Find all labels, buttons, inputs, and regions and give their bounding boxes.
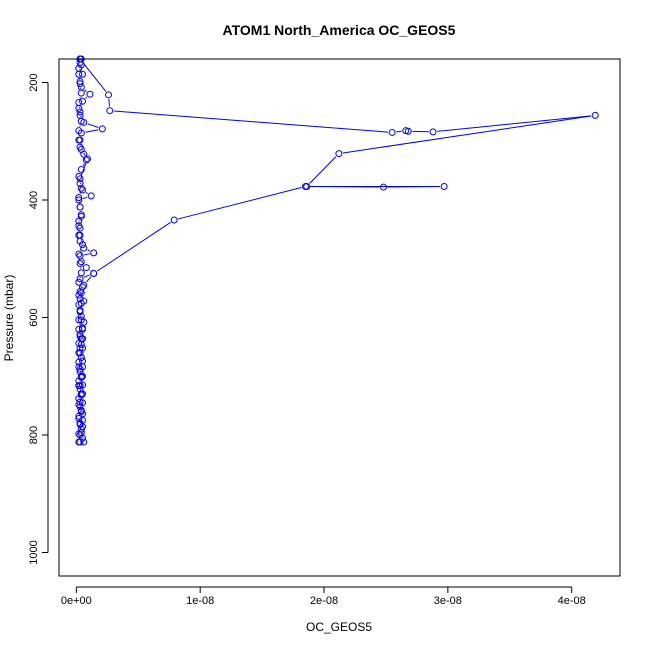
series-segment — [82, 305, 83, 307]
series-segment — [82, 296, 83, 298]
x-axis-label: OC_GEOS5 — [306, 620, 372, 634]
series-segment — [80, 333, 81, 335]
x-tick-label: 2e-08 — [310, 595, 338, 607]
series-segment — [396, 131, 401, 132]
y-tick-label: 400 — [28, 191, 40, 209]
chart-title: ATOM1 North_America OC_GEOS5 — [223, 22, 456, 38]
series-segment — [80, 408, 81, 410]
x-tick-label: 1e-08 — [186, 595, 214, 607]
y-tick-label: 600 — [28, 308, 40, 326]
series-segment — [109, 99, 110, 106]
x-tick-label: 4e-08 — [558, 595, 586, 607]
y-tick-label: 800 — [28, 426, 40, 444]
series-segment — [80, 249, 81, 251]
x-tick-label: 3e-08 — [434, 595, 462, 607]
x-tick-label: 0e+00 — [61, 595, 92, 607]
y-tick-label: 200 — [28, 73, 40, 91]
series-segment — [80, 371, 81, 373]
y-tick-label: 1000 — [28, 540, 40, 564]
series-segment — [90, 270, 91, 271]
y-axis-label: Pressure (mbar) — [2, 275, 16, 362]
